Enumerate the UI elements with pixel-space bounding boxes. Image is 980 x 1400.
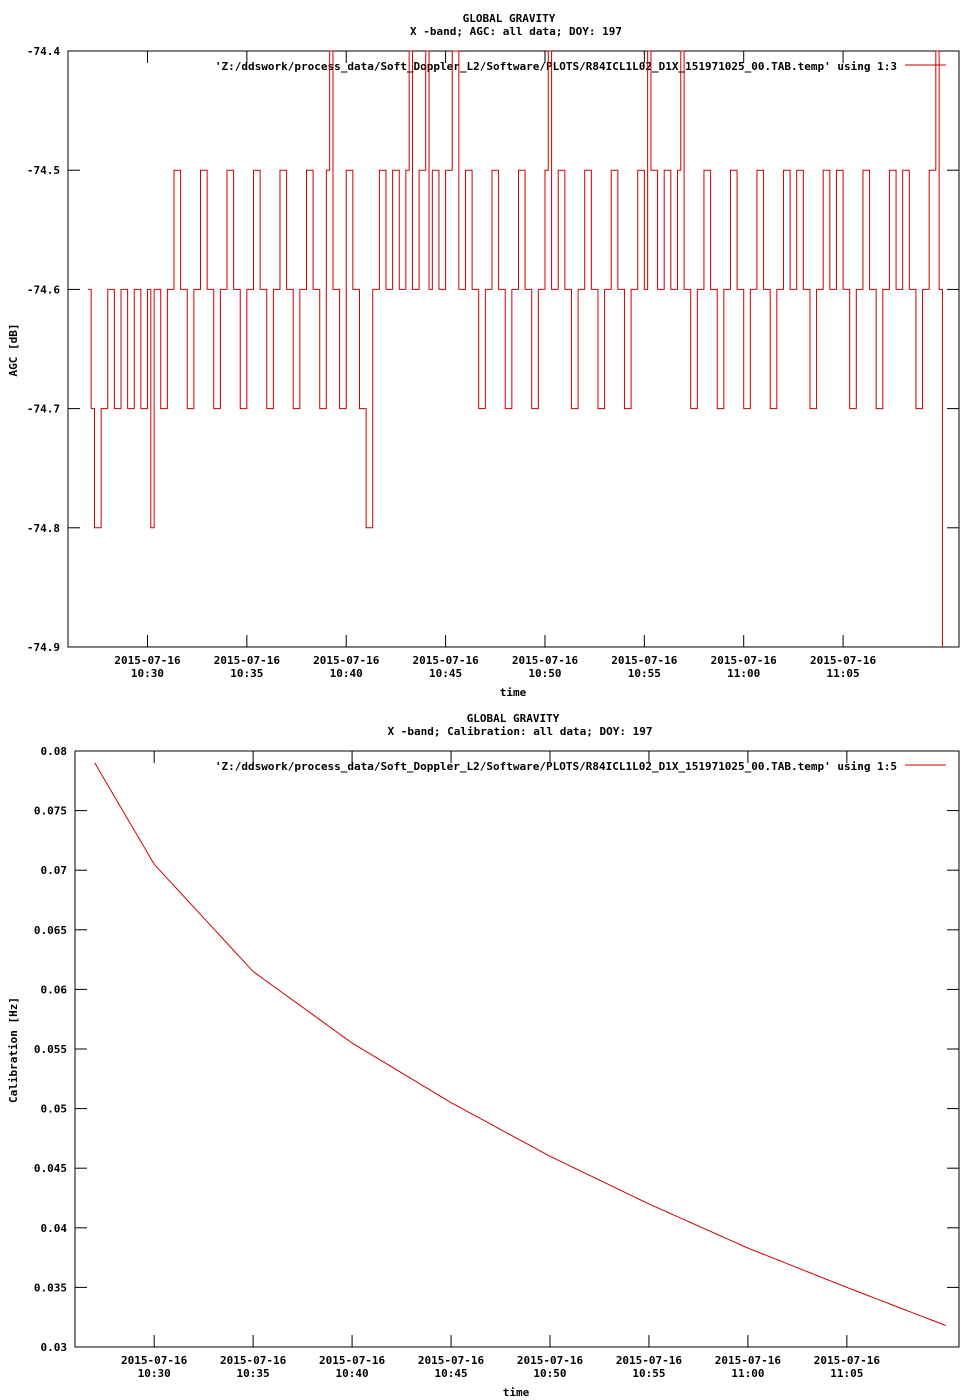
x-tick-time-label: 10:40 <box>336 1367 369 1380</box>
x-tick-date-label: 2015-07-16 <box>214 654 281 667</box>
x-tick-time-label: 10:50 <box>528 667 561 680</box>
x-tick-date-label: 2015-07-16 <box>121 1354 188 1367</box>
x-tick-date-label: 2015-07-16 <box>715 1354 782 1367</box>
y-tick-label: -74.8 <box>27 522 60 535</box>
y-tick-label: 0.065 <box>34 924 67 937</box>
x-tick-date-label: 2015-07-16 <box>313 654 380 667</box>
y-tick-label: 0.06 <box>41 983 68 996</box>
chart-agc: GLOBAL GRAVITY X -band; AGC: all data; D… <box>7 12 960 699</box>
y-tick-label: -74.4 <box>27 45 60 58</box>
x-tick-time-label: 10:55 <box>628 667 661 680</box>
y-tick-label: 0.03 <box>41 1341 68 1354</box>
chart-cal-legend-label: 'Z:/ddswork/process_data/Soft_Doppler_L2… <box>215 760 897 773</box>
y-tick-label: 0.055 <box>34 1043 67 1056</box>
y-tick-label: 0.075 <box>34 805 67 818</box>
x-tick-date-label: 2015-07-16 <box>114 654 181 667</box>
x-tick-date-label: 2015-07-16 <box>512 654 579 667</box>
x-tick-date-label: 2015-07-16 <box>711 654 778 667</box>
chart-cal-y-axis-label: Calibration [Hz] <box>7 997 20 1103</box>
chart-cal-title: GLOBAL GRAVITY <box>467 712 560 725</box>
y-tick-label: 0.07 <box>41 864 68 877</box>
y-tick-label: -74.9 <box>27 641 60 654</box>
chart-cal-x-axis-label: time <box>503 1386 530 1399</box>
x-tick-date-label: 2015-07-16 <box>814 1354 881 1367</box>
x-tick-time-label: 10:45 <box>429 667 462 680</box>
y-tick-label: 0.05 <box>41 1103 68 1116</box>
chart-calibration: GLOBAL GRAVITY X -band; Calibration: all… <box>7 712 960 1399</box>
x-tick-date-label: 2015-07-16 <box>611 654 678 667</box>
x-tick-time-label: 10:35 <box>230 667 263 680</box>
chart-agc-y-axis-label: AGC [dB] <box>7 324 20 377</box>
x-tick-time-label: 10:35 <box>237 1367 270 1380</box>
x-tick-time-label: 10:45 <box>434 1367 467 1380</box>
chart-agc-x-axis-label: time <box>500 686 527 699</box>
x-tick-time-label: 11:05 <box>827 667 860 680</box>
x-tick-time-label: 11:00 <box>727 667 760 680</box>
chart-agc-series-line <box>87 50 943 647</box>
x-tick-date-label: 2015-07-16 <box>517 1354 584 1367</box>
chart-cal-subtitle: X -band; Calibration: all data; DOY: 197 <box>388 725 653 738</box>
chart-agc-x-ticks: 2015-07-1610:302015-07-1610:352015-07-16… <box>114 51 877 680</box>
chart-cal-series-line <box>94 762 946 1327</box>
y-tick-label: -74.7 <box>27 403 60 416</box>
chart-agc-legend-label: 'Z:/ddswork/process_data/Soft_Doppler_L2… <box>215 60 897 73</box>
y-tick-label: 0.035 <box>34 1281 67 1294</box>
x-tick-time-label: 10:30 <box>131 667 164 680</box>
chart-cal-plot-frame <box>74 750 960 1348</box>
x-tick-time-label: 10:30 <box>138 1367 171 1380</box>
x-tick-date-label: 2015-07-16 <box>220 1354 287 1367</box>
chart-agc-subtitle: X -band; AGC: all data; DOY: 197 <box>410 25 622 38</box>
x-tick-date-label: 2015-07-16 <box>810 654 877 667</box>
y-tick-label: 0.045 <box>34 1162 67 1175</box>
x-tick-time-label: 10:40 <box>330 667 363 680</box>
x-tick-date-label: 2015-07-16 <box>412 654 479 667</box>
x-tick-time-label: 10:50 <box>533 1367 566 1380</box>
chart-agc-y-ticks: -74.9 -74.8 -74.7 -74.6 -74.5 -74.4 <box>27 45 959 654</box>
chart-cal-y-ticks: 0.03 0.035 0.04 0.045 0.05 0.055 0.06 0.065 0.07… <box>34 745 959 1354</box>
x-tick-date-label: 2015-07-16 <box>319 1354 386 1367</box>
x-tick-time-label: 10:55 <box>632 1367 665 1380</box>
y-tick-label: 0.08 <box>41 745 68 758</box>
chart-cal-x-ticks: 2015-07-1610:302015-07-1610:352015-07-16… <box>121 751 880 1380</box>
x-tick-time-label: 11:00 <box>731 1367 764 1380</box>
y-tick-label: -74.5 <box>27 164 60 177</box>
x-tick-time-label: 11:05 <box>830 1367 863 1380</box>
x-tick-date-label: 2015-07-16 <box>418 1354 485 1367</box>
x-tick-date-label: 2015-07-16 <box>616 1354 683 1367</box>
chart-agc-title: GLOBAL GRAVITY <box>463 12 556 25</box>
y-tick-label: 0.04 <box>41 1222 68 1235</box>
chart-agc-plot-frame <box>67 50 960 648</box>
y-tick-label: -74.6 <box>27 283 60 296</box>
